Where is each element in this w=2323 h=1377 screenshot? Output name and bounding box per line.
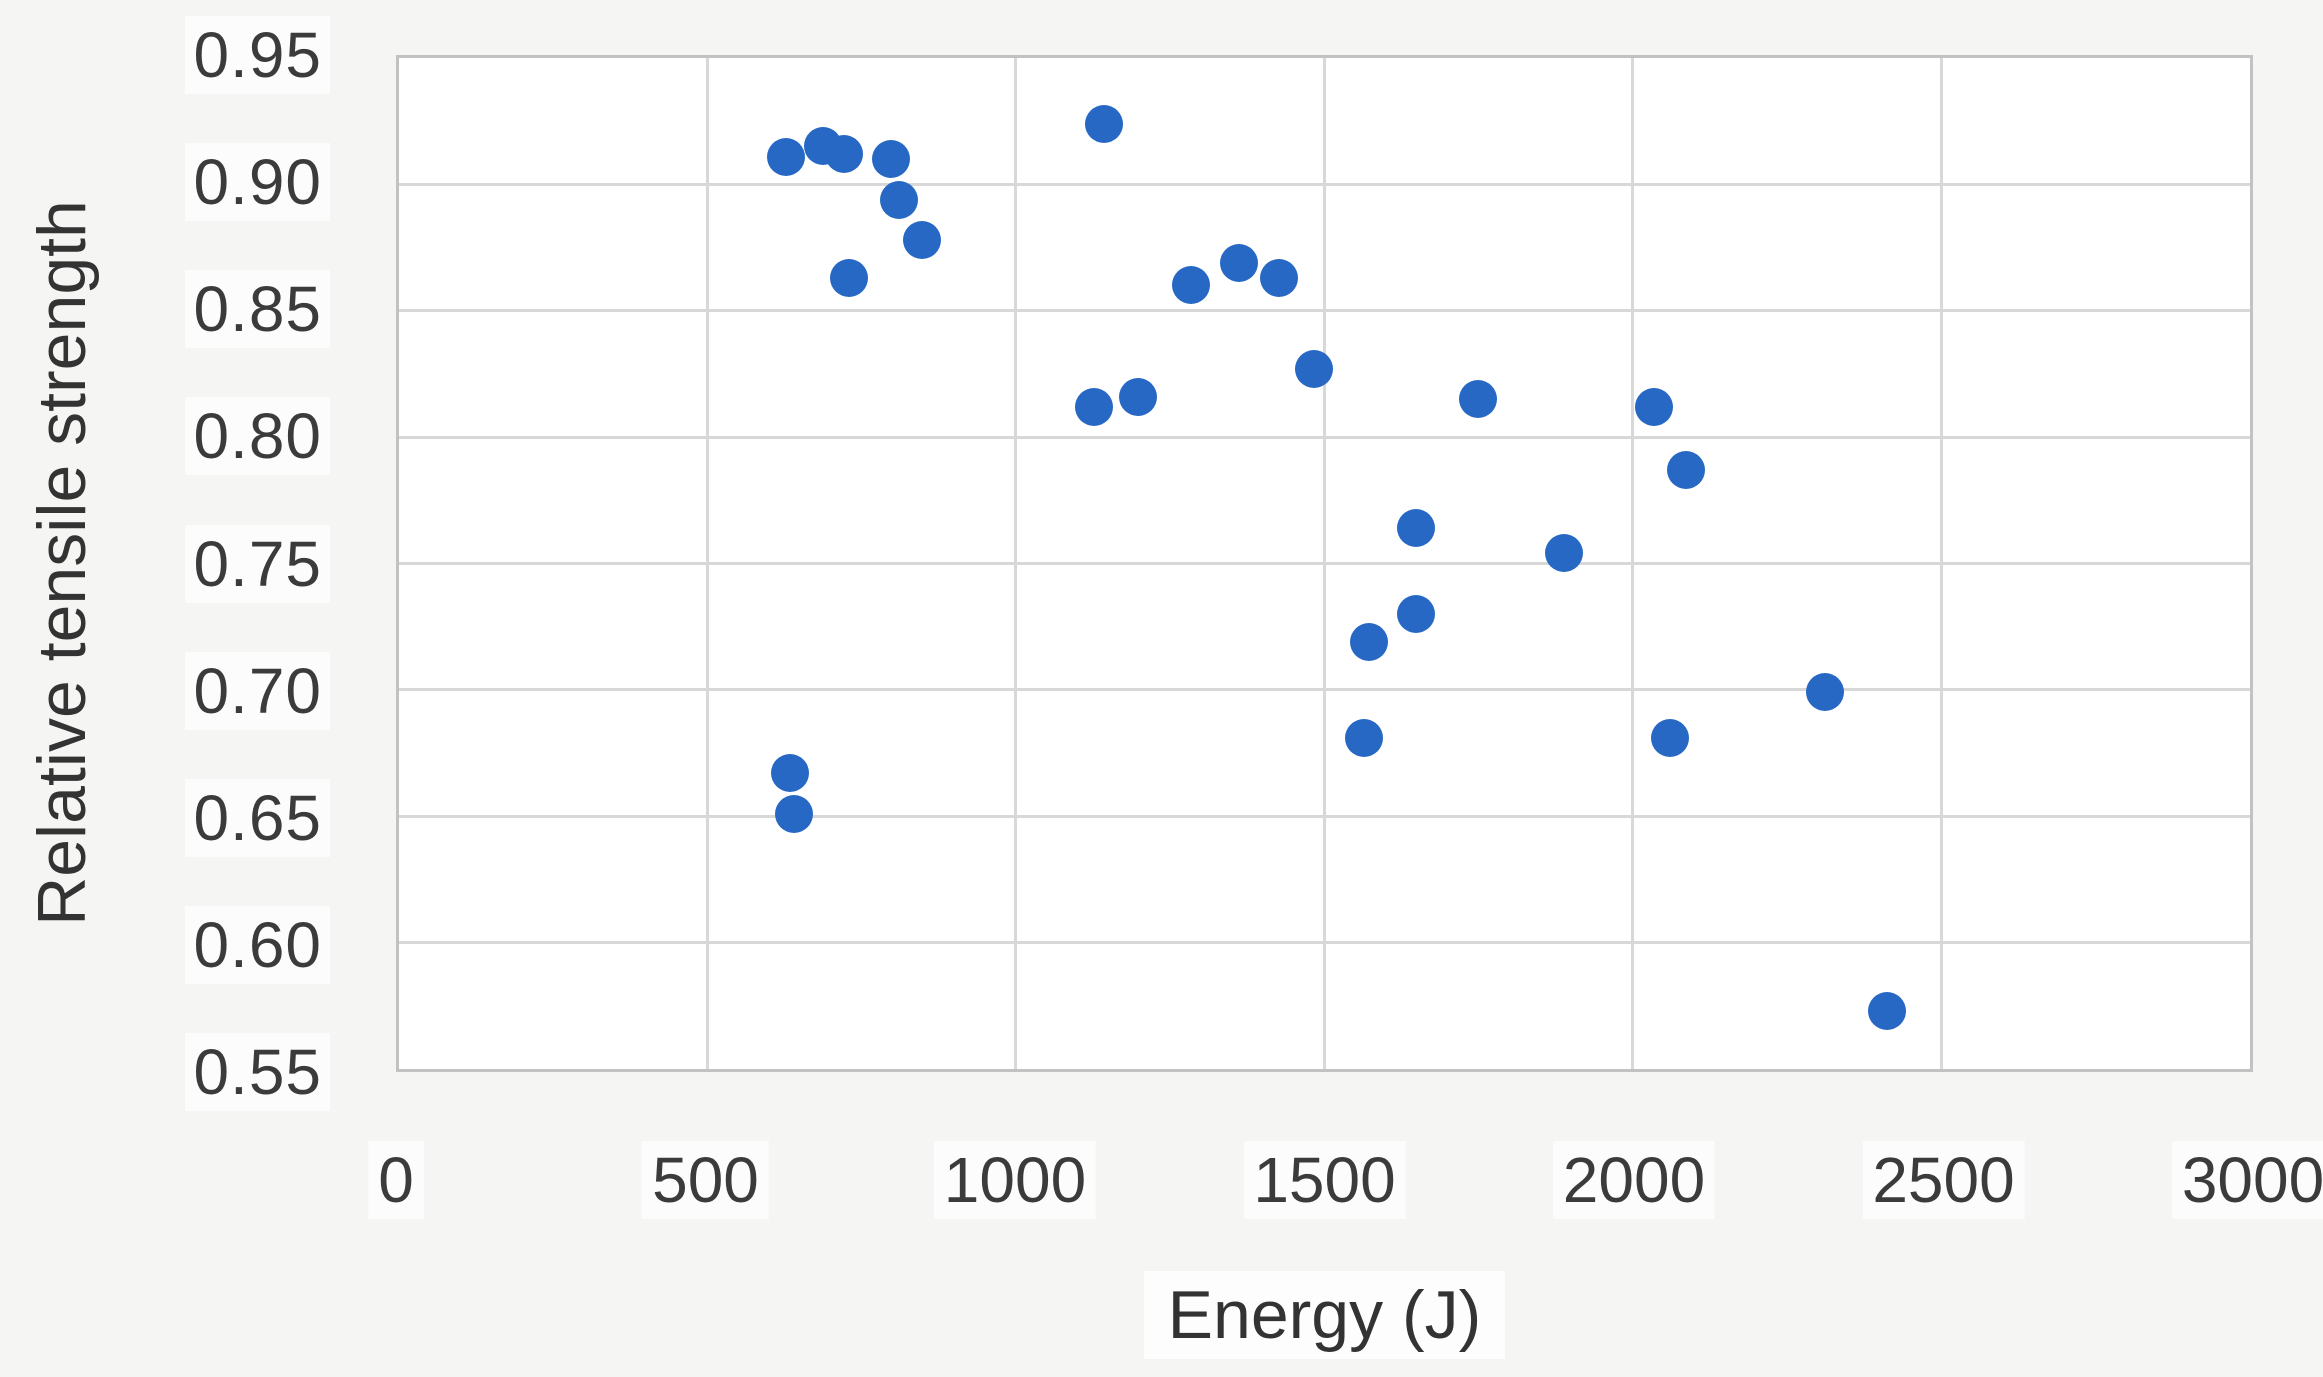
data-point <box>1805 673 1844 712</box>
data-point <box>1260 258 1299 297</box>
horizontal-gridline <box>399 309 2250 313</box>
data-point <box>1085 104 1124 143</box>
y-tick-label: 0.70 <box>185 651 330 730</box>
data-point <box>1459 380 1498 419</box>
data-point <box>774 794 813 833</box>
x-tick-label: 2500 <box>1862 1141 2025 1219</box>
y-tick-label: 0.60 <box>185 905 330 984</box>
data-point <box>1397 509 1436 548</box>
horizontal-gridline <box>399 182 2250 186</box>
data-point <box>1544 534 1583 573</box>
data-point <box>871 140 910 179</box>
data-point <box>770 754 809 793</box>
data-point <box>1295 349 1333 388</box>
y-tick-label: 0.90 <box>185 143 330 222</box>
horizontal-gridline <box>399 814 2250 818</box>
data-point <box>825 135 864 174</box>
data-point <box>1075 387 1114 426</box>
y-axis-tick-labels: 0.95 0.90 0.85 0.80 0.75 0.70 0.65 0.60 0.55 <box>0 16 340 1111</box>
y-tick-label: 0.95 <box>185 16 330 94</box>
x-tick-label: 3000 <box>2171 1141 2323 1219</box>
data-point <box>1220 243 1259 282</box>
data-point <box>902 220 941 259</box>
data-point <box>1118 377 1157 416</box>
y-tick-label: 0.75 <box>185 524 330 603</box>
horizontal-gridline <box>399 688 2250 692</box>
data-point <box>1349 622 1388 661</box>
data-point <box>1344 718 1383 757</box>
plot-area <box>396 55 2253 1072</box>
y-axis-title: Relative tensile strength <box>24 200 100 926</box>
y-tick-label: 0.80 <box>185 397 330 476</box>
x-tick-label: 0 <box>368 1141 424 1219</box>
horizontal-gridline <box>399 435 2250 439</box>
x-axis-title: Energy (J) <box>396 1271 2253 1359</box>
x-tick-label: 1500 <box>1243 1141 1406 1219</box>
data-point <box>1397 595 1436 634</box>
data-point <box>767 137 806 176</box>
data-point <box>1634 387 1673 426</box>
data-point <box>1667 450 1706 489</box>
horizontal-gridline <box>399 941 2250 945</box>
x-tick-label: 1000 <box>933 1141 1097 1219</box>
x-tick-label: 2000 <box>1552 1141 1716 1219</box>
data-point <box>1171 266 1210 305</box>
x-axis-title-text: Energy (J) <box>1143 1271 1506 1359</box>
x-tick-label: 500 <box>642 1141 769 1219</box>
data-point <box>879 180 918 219</box>
data-point <box>1651 718 1690 757</box>
data-point <box>1867 991 1906 1030</box>
x-axis-tick-labels: 0 500 1000 1500 2000 2500 3000 <box>368 1072 2323 1232</box>
data-point <box>830 258 869 297</box>
horizontal-gridline <box>399 562 2250 565</box>
y-tick-label: 0.85 <box>185 270 330 349</box>
y-tick-label: 0.55 <box>185 1033 330 1111</box>
y-tick-label: 0.65 <box>185 778 330 857</box>
